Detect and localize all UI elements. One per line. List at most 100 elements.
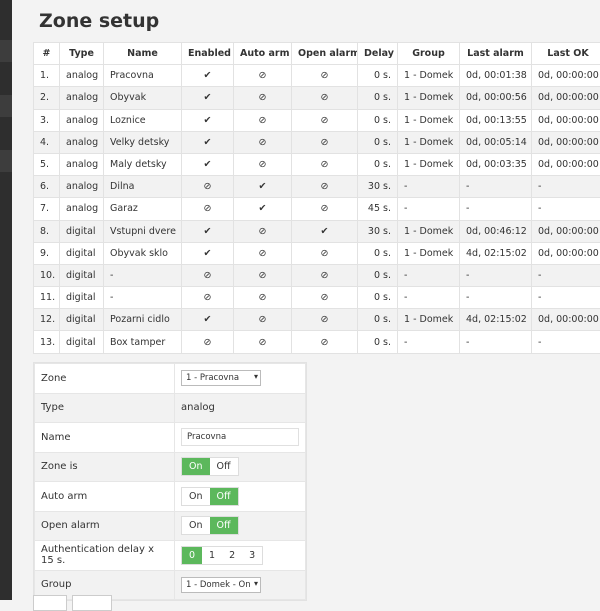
button[interactable] <box>72 595 112 611</box>
cell: 0 s. <box>358 153 398 175</box>
cell: 0d, 00:46:12 <box>460 220 532 242</box>
cell: Obyvak <box>104 87 182 109</box>
cell: - <box>398 287 460 309</box>
cell: 0d, 00:00:00 <box>532 131 600 153</box>
cell: Maly detsky <box>104 153 182 175</box>
page-title: Zone setup <box>39 10 159 32</box>
cell: digital <box>60 242 104 264</box>
toggle-option[interactable]: 1 <box>202 547 222 564</box>
cell: ⊘ <box>292 131 358 153</box>
cell: ⊘ <box>182 331 234 353</box>
cell: 10. <box>34 264 60 286</box>
cell: ✔ <box>182 109 234 131</box>
cell: - <box>398 264 460 286</box>
cell: ⊘ <box>292 331 358 353</box>
toggle-option[interactable]: On <box>182 517 210 534</box>
toggle-option[interactable]: Off <box>210 488 238 505</box>
cell: 5. <box>34 153 60 175</box>
cell: 3. <box>34 109 60 131</box>
toggle-option[interactable]: Off <box>210 458 238 475</box>
toggle-option[interactable]: 2 <box>222 547 242 564</box>
cell: ⊘ <box>292 109 358 131</box>
cell: 0d, 00:00:00 <box>532 109 600 131</box>
cell: 0 s. <box>358 264 398 286</box>
cell: ⊘ <box>292 65 358 87</box>
cell: 0d, 00:00:00 <box>532 153 600 175</box>
field-label: Authentication delay x 15 s. <box>35 541 175 571</box>
cell: ⊘ <box>292 198 358 220</box>
toggle-option[interactable]: Off <box>210 517 238 534</box>
sidebar-item <box>0 40 12 62</box>
toggle-option[interactable]: On <box>182 488 210 505</box>
toggle-option[interactable]: On <box>182 458 210 475</box>
zone-row[interactable]: 10.digital-⊘⊘⊘0 s.--- <box>34 264 600 286</box>
cell: Vstupni dvere <box>104 220 182 242</box>
cell: 0 s. <box>358 65 398 87</box>
text-input[interactable]: Pracovna <box>181 428 299 446</box>
cell: 0 s. <box>358 87 398 109</box>
cell: 0d, 00:00:00 <box>532 220 600 242</box>
cell: digital <box>60 309 104 331</box>
select[interactable]: 1 - Pracovna <box>181 370 261 386</box>
cell: analog <box>60 153 104 175</box>
cell: - <box>532 264 600 286</box>
zone-row[interactable]: 11.digital-⊘⊘⊘0 s.--- <box>34 287 600 309</box>
cell: - <box>104 287 182 309</box>
cell: ⊘ <box>234 109 292 131</box>
cell: analog <box>60 198 104 220</box>
cell: Garaz <box>104 198 182 220</box>
cell: 2. <box>34 87 60 109</box>
toggle-option[interactable]: 3 <box>242 547 262 564</box>
cell: 1 - Domek <box>398 309 460 331</box>
cell: ⊘ <box>292 309 358 331</box>
cell: - <box>460 176 532 198</box>
button[interactable] <box>33 595 67 611</box>
field-label: Name <box>35 423 175 453</box>
cell: 0d, 00:00:00 <box>532 309 600 331</box>
cell: - <box>460 264 532 286</box>
cell: ⊘ <box>234 65 292 87</box>
cell: 0 s. <box>358 309 398 331</box>
cell: Pracovna <box>104 65 182 87</box>
cell: ⊘ <box>292 287 358 309</box>
cell: 0 s. <box>358 287 398 309</box>
column-header: Enabled <box>182 43 234 65</box>
cell: ✔ <box>182 131 234 153</box>
column-header: # <box>34 43 60 65</box>
cell: ✔ <box>182 153 234 175</box>
column-header: Auto arm <box>234 43 292 65</box>
field-value: 1 - Domek - On <box>175 570 306 600</box>
cell: 0d, 00:03:35 <box>460 153 532 175</box>
cell: ✔ <box>234 198 292 220</box>
select[interactable]: 1 - Domek - On <box>181 577 261 593</box>
cell: ⊘ <box>234 87 292 109</box>
cell: - <box>532 287 600 309</box>
toggle-option[interactable]: 0 <box>182 547 202 564</box>
field-label: Type <box>35 393 175 423</box>
cell: ✔ <box>234 176 292 198</box>
